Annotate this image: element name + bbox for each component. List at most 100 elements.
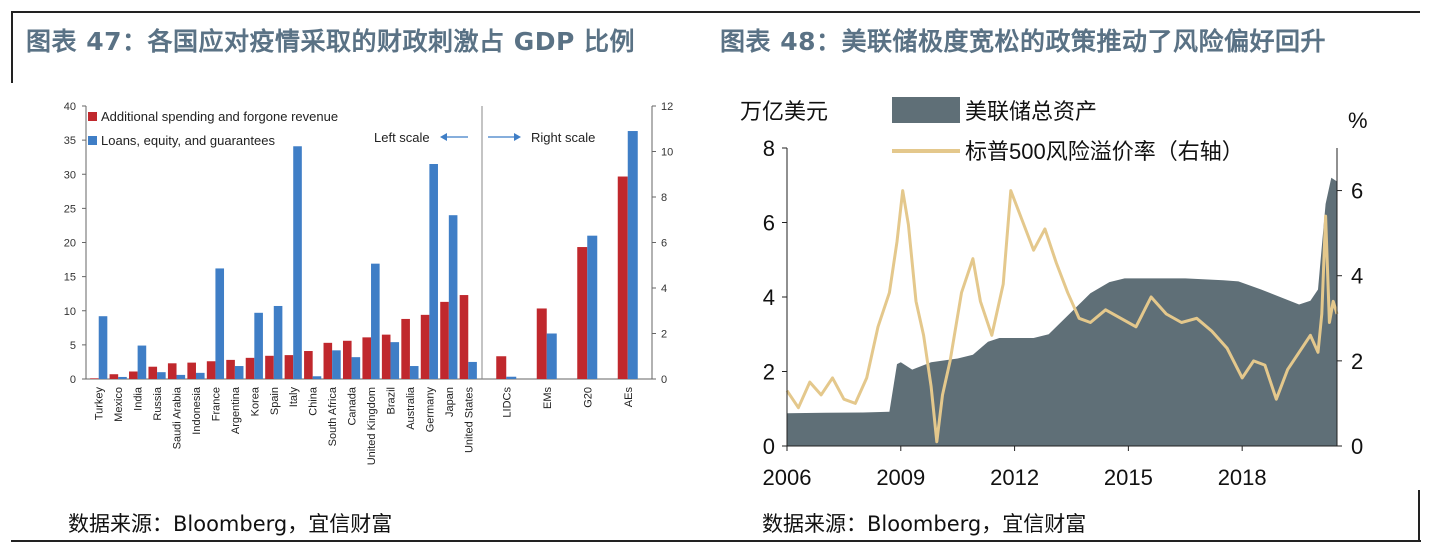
right-tick-label: 4	[1351, 264, 1363, 289]
bar-loans-group	[627, 131, 638, 379]
panel-border-top-right	[712, 11, 1420, 13]
chart-title-47: 图表 47：各国应对疫情采取的财政刺激占 GDP 比例	[26, 27, 635, 56]
bar-spending	[265, 355, 274, 379]
bar-spending	[440, 301, 449, 379]
bar-loans	[332, 350, 341, 379]
bar-spending	[206, 361, 216, 379]
bar-loans	[351, 357, 361, 379]
x-tick-label: 2006	[763, 465, 812, 490]
bar-loans	[254, 312, 263, 379]
bar-loans	[371, 263, 380, 379]
left-tick-label: 25	[64, 203, 76, 215]
bar-loans	[429, 164, 438, 379]
x-category-label: Spain	[269, 387, 281, 415]
right-tick-label: 10	[661, 147, 673, 159]
x-tick-label: 2012	[990, 465, 1039, 490]
x-group-label: LIDCs	[501, 387, 513, 418]
bar-spending	[304, 351, 313, 379]
x-category-label: Germany	[424, 387, 436, 433]
bar-spending	[342, 340, 352, 379]
chart-title-48: 图表 48：美联储极度宽松的政策推动了风险偏好回升	[720, 27, 1326, 56]
panel-fiscal-stimulus: 图表 47：各国应对疫情采取的财政刺激占 GDP 比例 0 5 10 15 20 25 30…	[0, 0, 712, 555]
fed-assets-risk-premium-chart: 0 2 4 6 8 0 2 4 6 2006 2009 2012 2015 2018 万亿美元 % 美联储总资产…	[740, 97, 1368, 490]
legend-swatch-fed-assets	[892, 97, 960, 123]
x-category-label: France	[210, 387, 222, 421]
x-tick-label: 2018	[1218, 465, 1267, 490]
bar-spending	[129, 371, 138, 379]
panel-border-right	[1418, 490, 1420, 540]
legend-swatch-spending	[88, 112, 97, 121]
bar-spending-group	[536, 308, 547, 379]
x-category-label: Australia	[405, 386, 417, 430]
bar-loans	[157, 372, 166, 379]
x-category-label: Mexico	[113, 387, 125, 422]
bar-spending-group	[617, 176, 628, 379]
right-tick-label: 8	[661, 192, 667, 204]
x-category-label: United States	[463, 387, 475, 454]
x-group-label: EMs	[542, 387, 554, 410]
area-fed-assets	[787, 177, 1337, 447]
annotation-left-scale: Left scale	[374, 130, 430, 145]
bar-loans	[234, 366, 244, 379]
x-category-label: Saudi Arabia	[172, 386, 184, 449]
x-tick-label: 2015	[1104, 465, 1153, 490]
left-tick-label: 2	[763, 360, 775, 385]
bar-loans	[137, 345, 147, 379]
bar-spending	[362, 337, 372, 379]
bar-spending	[148, 366, 158, 379]
left-tick-label: 5	[70, 340, 76, 352]
x-category-label: Korea	[249, 386, 261, 416]
x-category-label: Turkey	[94, 387, 106, 421]
legend-label-fed-assets: 美联储总资产	[965, 99, 1097, 124]
bar-loans	[312, 376, 322, 379]
bar-spending	[109, 374, 119, 379]
bar-loans	[448, 215, 458, 379]
bar-loans	[273, 305, 283, 379]
x-category-label: South Africa	[327, 386, 339, 446]
bar-spending-group	[577, 247, 588, 379]
bar-loans	[293, 146, 302, 379]
x-category-label: India	[133, 386, 145, 411]
bar-spending	[90, 378, 99, 379]
right-tick-label: 0	[661, 374, 667, 386]
bar-loans	[390, 342, 400, 379]
x-category-label: Argentina	[230, 386, 242, 434]
left-tick-label: 15	[64, 272, 76, 284]
bar-spending	[323, 342, 333, 379]
page-border-bottom	[11, 540, 1421, 542]
bar-spending	[401, 318, 410, 379]
left-tick-label: 35	[64, 135, 76, 147]
bar-spending	[420, 314, 430, 379]
panel-fed-balance-sheet: 图表 48：美联储极度宽松的政策推动了风险偏好回升 0 2 4 6 8 0 2 4 6 2006 2…	[712, 0, 1440, 555]
left-tick-label: 4	[763, 285, 775, 310]
bar-spending-group	[496, 356, 507, 379]
bar-loans	[215, 268, 225, 379]
x-group-label: AEs	[623, 387, 635, 408]
bar-loans	[195, 372, 205, 379]
arrow-right-head	[514, 133, 521, 141]
x-category-label: China	[308, 386, 320, 416]
bar-loans-group	[587, 235, 598, 379]
x-tick-label: 2009	[876, 465, 925, 490]
right-tick-label: 4	[661, 283, 667, 295]
x-category-label: Brazil	[385, 387, 397, 415]
panel-border-left	[11, 11, 13, 83]
arrow-left-head	[440, 133, 447, 141]
x-category-label: Canada	[347, 386, 359, 425]
bar-loans	[468, 361, 477, 379]
bar-spending	[381, 334, 391, 379]
bar-spending	[167, 363, 177, 379]
bar-loans	[118, 376, 127, 379]
x-category-label: United Kingdom	[366, 387, 378, 465]
left-tick-label: 10	[64, 306, 76, 318]
annotation-right-scale: Right scale	[531, 130, 595, 145]
left-tick-label: 8	[763, 136, 775, 161]
right-tick-label: 2	[1351, 349, 1363, 374]
x-category-label: Japan	[444, 387, 456, 417]
y2-axis-unit-label: %	[1348, 108, 1368, 133]
x-group-label: G20	[582, 387, 594, 408]
bar-loans	[98, 316, 108, 379]
legend-swatch-loans	[88, 136, 97, 145]
bar-spending	[226, 359, 235, 379]
left-tick-label: 0	[763, 434, 775, 459]
